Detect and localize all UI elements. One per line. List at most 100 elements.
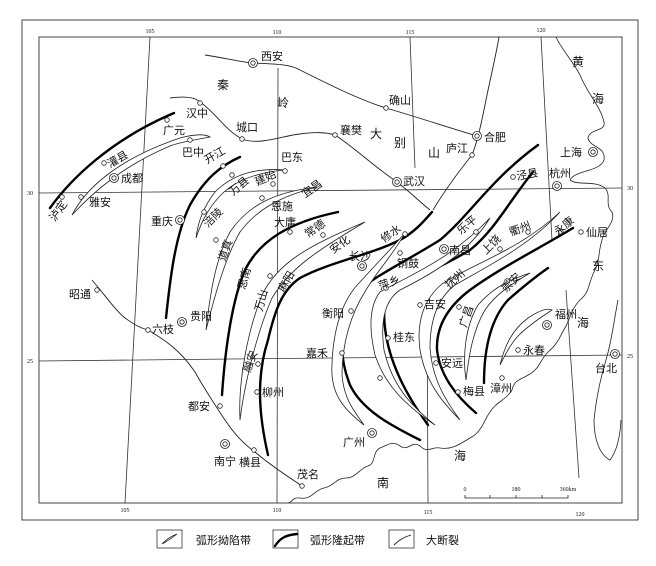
city-marker-wanxian — [229, 172, 235, 178]
depression-belts — [71, 134, 561, 426]
label-queshan: 确山 — [389, 94, 411, 107]
city-marker-yaan — [78, 194, 84, 200]
region-dong: 东 — [592, 259, 604, 273]
city-marker-duan — [217, 403, 223, 409]
city-marker-kaijiang — [220, 163, 226, 169]
label-guangyuan: 广元 — [163, 124, 185, 137]
label-xiangfan: 襄樊 — [340, 123, 362, 137]
label-sinan: 思南 — [235, 266, 253, 291]
city-marker-liuzhi — [145, 327, 151, 333]
major-city-marker-hangzhou — [552, 181, 562, 191]
major-city-marker-changsha — [357, 261, 367, 271]
label-hangzhou: 杭州 — [549, 166, 571, 180]
label-kaijiang: 开江 — [202, 144, 228, 166]
city-marker-queshan — [383, 105, 389, 111]
graticule — [38, 36, 623, 504]
tick-30-left: 30 — [27, 191, 33, 197]
label-jingxian: 泾县 — [515, 166, 539, 183]
label-xian: 西安 — [261, 49, 283, 63]
city-marker-guanxian — [101, 160, 107, 166]
major-city-marker-chengdu — [109, 173, 119, 183]
label-bazhong: 巴中 — [182, 146, 204, 159]
city-marker-hengyang — [348, 308, 354, 314]
city-marker-bazhong — [187, 137, 193, 143]
city-marker-xianju — [578, 229, 584, 235]
major-city-marker-wuhan — [392, 177, 402, 187]
city-marker-mayang — [267, 273, 273, 279]
city-marker-luding — [59, 194, 65, 200]
city-marker-badong — [282, 168, 288, 174]
region-bie: 别 — [394, 136, 406, 150]
major-city-marker-guiyang — [177, 317, 187, 327]
label-lujiang: 庐江 — [446, 141, 468, 155]
city-marker-anyuan — [433, 360, 439, 366]
region-hai-yellow: 海 — [592, 91, 604, 106]
region-huang: 黄 — [572, 55, 584, 69]
label-fuling: 涪陵 — [200, 205, 225, 230]
tick-115-bottom: 115 — [424, 510, 433, 516]
city-marker-extra1 — [377, 375, 383, 381]
meridian-115-north — [409, 36, 416, 169]
meridian-120-north — [540, 36, 553, 241]
coastline — [287, 36, 614, 504]
city-marker-jianshi — [270, 181, 276, 187]
major-city-marker-shanghai — [588, 147, 598, 157]
tick-110-top: 110 — [273, 30, 282, 36]
label-liuzhi: 六枝 — [152, 322, 174, 336]
label-xianju: 仙居 — [586, 226, 608, 239]
city-marker-fuling — [201, 209, 207, 215]
city-marker-hanzhong — [197, 100, 203, 106]
label-yongchun: 永春 — [523, 343, 545, 357]
city-marker-shangrao — [497, 246, 503, 252]
label-fuzhou: 福州 — [555, 307, 577, 321]
label-enshi: 恩施 — [271, 200, 293, 213]
label-wuhan: 武汉 — [403, 175, 425, 188]
region-shan: 山 — [428, 146, 440, 160]
legend: 弧形拗陷带 弧形隆起带 大断裂 — [156, 529, 459, 549]
label-shanghai: 上海 — [560, 145, 582, 159]
legend-uplift-label: 弧形隆起带 — [310, 533, 365, 547]
region-qin: 秦 — [217, 78, 229, 92]
city-marker-guangyuan — [164, 117, 170, 123]
tick-25-left: 25 — [27, 359, 33, 365]
scale-end: 360km — [560, 487, 577, 493]
label-nanning: 南宁 — [214, 454, 236, 468]
city-marker-yongchun — [515, 347, 521, 353]
tick-30-right: 30 — [627, 186, 633, 192]
label-meixian: 梅县 — [463, 384, 485, 398]
city-marker-jiahe — [339, 350, 345, 356]
taiwan-coast — [593, 299, 622, 461]
city-marker-xiushui — [402, 231, 408, 237]
scale-bar: 0 180 360km — [464, 487, 577, 499]
outer-frame — [21, 19, 639, 521]
region-labels: 秦 岭 大 别 山 黄 海 东 海 南 海 — [217, 55, 604, 490]
tick-labels: 105 110 115 120 105 110 115 120 30 30 25… — [27, 28, 633, 518]
label-yichang: 宜昌 — [299, 176, 325, 200]
label-hefei: 合肥 — [484, 130, 506, 144]
region-nan: 南 — [377, 475, 389, 490]
fault-tanlu — [432, 36, 500, 211]
city-marker-meixian — [455, 389, 461, 395]
city-marker-fuzhou_jx — [453, 274, 459, 280]
city-marker-dayong — [287, 229, 293, 235]
label-chengkou: 城口 — [236, 121, 258, 134]
legend-uplift-symbol — [273, 532, 299, 548]
city-marker-tonggu — [397, 250, 403, 256]
major-city-marker-nanchang — [439, 244, 449, 254]
label-taibei: 台北 — [595, 361, 617, 375]
label-zhangzhou: 漳州 — [490, 381, 512, 395]
label-maoming: 茂名 — [297, 467, 319, 481]
label-anyuan: 安远 — [441, 356, 463, 370]
city-marker-hengxian — [251, 447, 257, 453]
legend-depression-symbol — [161, 533, 178, 545]
major-city-marker-chongqing — [175, 215, 185, 225]
label-nanchang: 南昌 — [449, 244, 471, 257]
parallel-25 — [38, 354, 623, 362]
label-changsha: 长沙 — [349, 250, 371, 263]
major-city-marker-taibei — [610, 349, 620, 359]
city-marker-liuzhou — [254, 389, 260, 395]
inner-frame — [38, 36, 623, 504]
tick-105-top: 105 — [146, 29, 155, 35]
major-city-marker-nanning — [220, 439, 230, 449]
